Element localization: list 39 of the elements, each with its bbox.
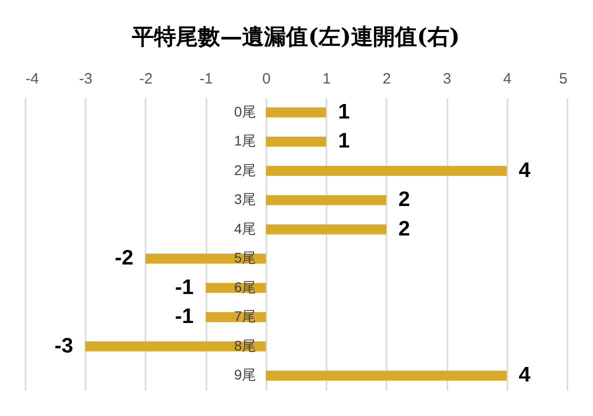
y-tick-label: 0尾: [234, 103, 256, 120]
data-label: -1: [174, 276, 194, 299]
bar: [266, 195, 386, 206]
y-tick-label: 5尾: [234, 250, 256, 266]
bar: [266, 136, 326, 147]
data-label: -1: [174, 305, 194, 328]
x-tick-label: 3: [442, 70, 452, 88]
y-tick-label: 1尾: [234, 132, 256, 149]
data-label: -2: [114, 246, 134, 270]
x-tick-label: 0: [262, 70, 271, 88]
bar: [266, 166, 507, 176]
data-label: 2: [398, 188, 410, 212]
y-tick-label: 8尾: [234, 337, 256, 354]
y-tick-label: 9尾: [234, 366, 256, 383]
data-label: -3: [54, 334, 74, 358]
x-tick-label: 2: [382, 70, 392, 88]
bar: [266, 107, 326, 118]
y-tick-label: 3尾: [234, 191, 256, 208]
y-tick-label: 7尾: [234, 308, 256, 324]
chart-title: 平特尾數—遺漏值(左)連開值(右): [131, 24, 460, 50]
data-label: 2: [398, 217, 410, 240]
bar: [145, 254, 266, 264]
bar: [266, 224, 386, 234]
x-tick-label: -3: [79, 70, 92, 88]
bar: [85, 341, 266, 352]
x-tick-label: -2: [139, 70, 153, 88]
y-tick-label: 4尾: [234, 220, 256, 236]
y-tick-label: 6尾: [234, 278, 256, 295]
bar: [266, 370, 507, 381]
data-label: 4: [518, 364, 531, 387]
x-tick-label: -1: [199, 70, 213, 88]
x-tick-label: -4: [26, 70, 39, 88]
data-label: 1: [338, 100, 350, 124]
x-tick-label: 4: [503, 70, 512, 88]
y-tick-label: 2尾: [234, 162, 256, 178]
x-tick-label: 1: [322, 70, 331, 88]
x-tick-label: 5: [559, 70, 568, 88]
data-label: 1: [338, 130, 350, 153]
data-label: 4: [518, 158, 531, 182]
